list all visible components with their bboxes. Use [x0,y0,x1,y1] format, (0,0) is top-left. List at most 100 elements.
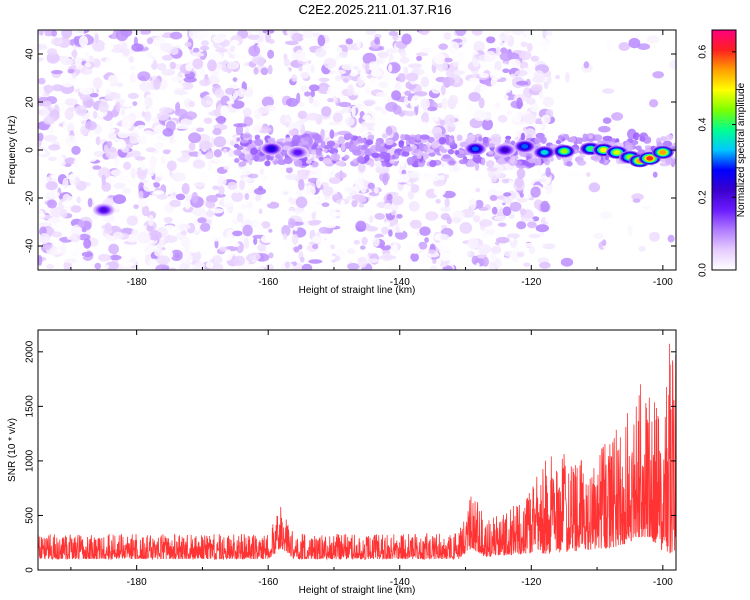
heat-cell [434,53,445,65]
x-tick-label: -120 [521,577,541,588]
heat-cell [197,217,207,224]
heat-cell [335,172,347,179]
heat-cell [403,146,413,152]
heat-cell [485,89,499,95]
heat-cell [184,201,191,210]
heat-cell [294,49,306,62]
heat-cell [257,57,265,67]
heat-cell [566,161,573,167]
heat-cell [264,160,271,167]
heat-cell [347,84,355,96]
heat-cell [86,181,91,187]
heat-cell [293,246,300,253]
heat-cell [333,69,347,75]
heat-cell [111,32,118,40]
heat-cell [77,219,85,228]
heat-cell [121,42,128,50]
heat-cell [520,41,528,48]
heat-cell [106,175,117,183]
heat-cell [310,64,315,74]
heat-cell [178,263,189,270]
heat-cell [392,242,399,254]
heat-cell [367,258,380,264]
heat-cell [303,136,311,142]
heat-cell [406,241,412,249]
heat-cell [199,79,211,87]
heat-cell [178,223,191,230]
heat-cell [209,235,224,242]
heat-cell [236,88,247,97]
heat-cell [667,234,675,243]
heat-cell [132,101,138,106]
heat-cell [359,69,365,81]
heat-cell [362,209,372,219]
heat-cell [320,140,326,148]
colorbar-ticks: 0.0 0.2 0.4 0.6 [698,44,736,277]
heat-cell [477,244,490,252]
heat-cell [314,48,327,58]
heat-cell [315,148,322,156]
heat-cell [499,51,513,62]
heat-cell [410,244,420,254]
heat-cell [590,155,599,161]
heat-cell [337,226,347,236]
heat-cell [452,61,460,68]
y-tick-label: 500 [25,507,36,524]
heat-cell [478,97,485,109]
heat-cell [473,40,486,53]
heat-cell [148,214,154,227]
heat-cell [255,266,265,270]
heat-cell [43,116,56,125]
heat-cell [299,256,305,263]
heat-cell [399,56,410,64]
heat-cell [435,258,442,266]
heat-cell [243,237,250,249]
heat-cell [489,69,503,80]
heat-cell [265,263,274,270]
heat-cell [419,226,431,236]
heat-cell [275,172,281,184]
heat-cell [70,205,82,213]
heat-cell [173,83,185,90]
heat-cell [537,158,542,166]
colorbar-label: Normalized spectral amplitude [736,82,747,217]
heat-cell [174,90,189,96]
heat-cell [442,190,456,199]
heat-cell [195,224,200,231]
heat-cell [646,35,660,44]
heat-cell [98,167,111,179]
heat-cell [388,30,398,37]
heat-cell [84,120,97,131]
heat-cell [468,77,480,83]
heat-cell [43,84,54,94]
heat-peak [646,156,654,161]
heat-cell [250,30,262,33]
heat-cell [365,139,374,146]
heat-cell [329,129,335,140]
heat-cell [448,160,456,165]
heat-cell [602,117,612,124]
heat-cell [509,201,522,212]
heat-cell [427,106,438,112]
heat-cell [194,261,205,270]
heat-cell [69,173,76,185]
heat-cell [295,196,308,209]
heat-cell [520,132,526,141]
heat-cell [434,113,439,122]
heat-cell [65,51,70,58]
heat-cell [533,124,544,129]
heat-cell [321,106,332,117]
heat-cell [311,236,323,244]
heat-cell [296,92,301,104]
heat-cell [163,216,173,224]
heat-cell [367,182,375,190]
heat-cell [290,194,299,199]
heat-cell [669,59,676,70]
heat-cell [324,223,336,229]
heat-cell [168,139,177,144]
heat-cell [153,36,165,47]
heat-cell [332,112,343,123]
heat-cell [161,54,173,61]
heat-cell [147,258,159,266]
